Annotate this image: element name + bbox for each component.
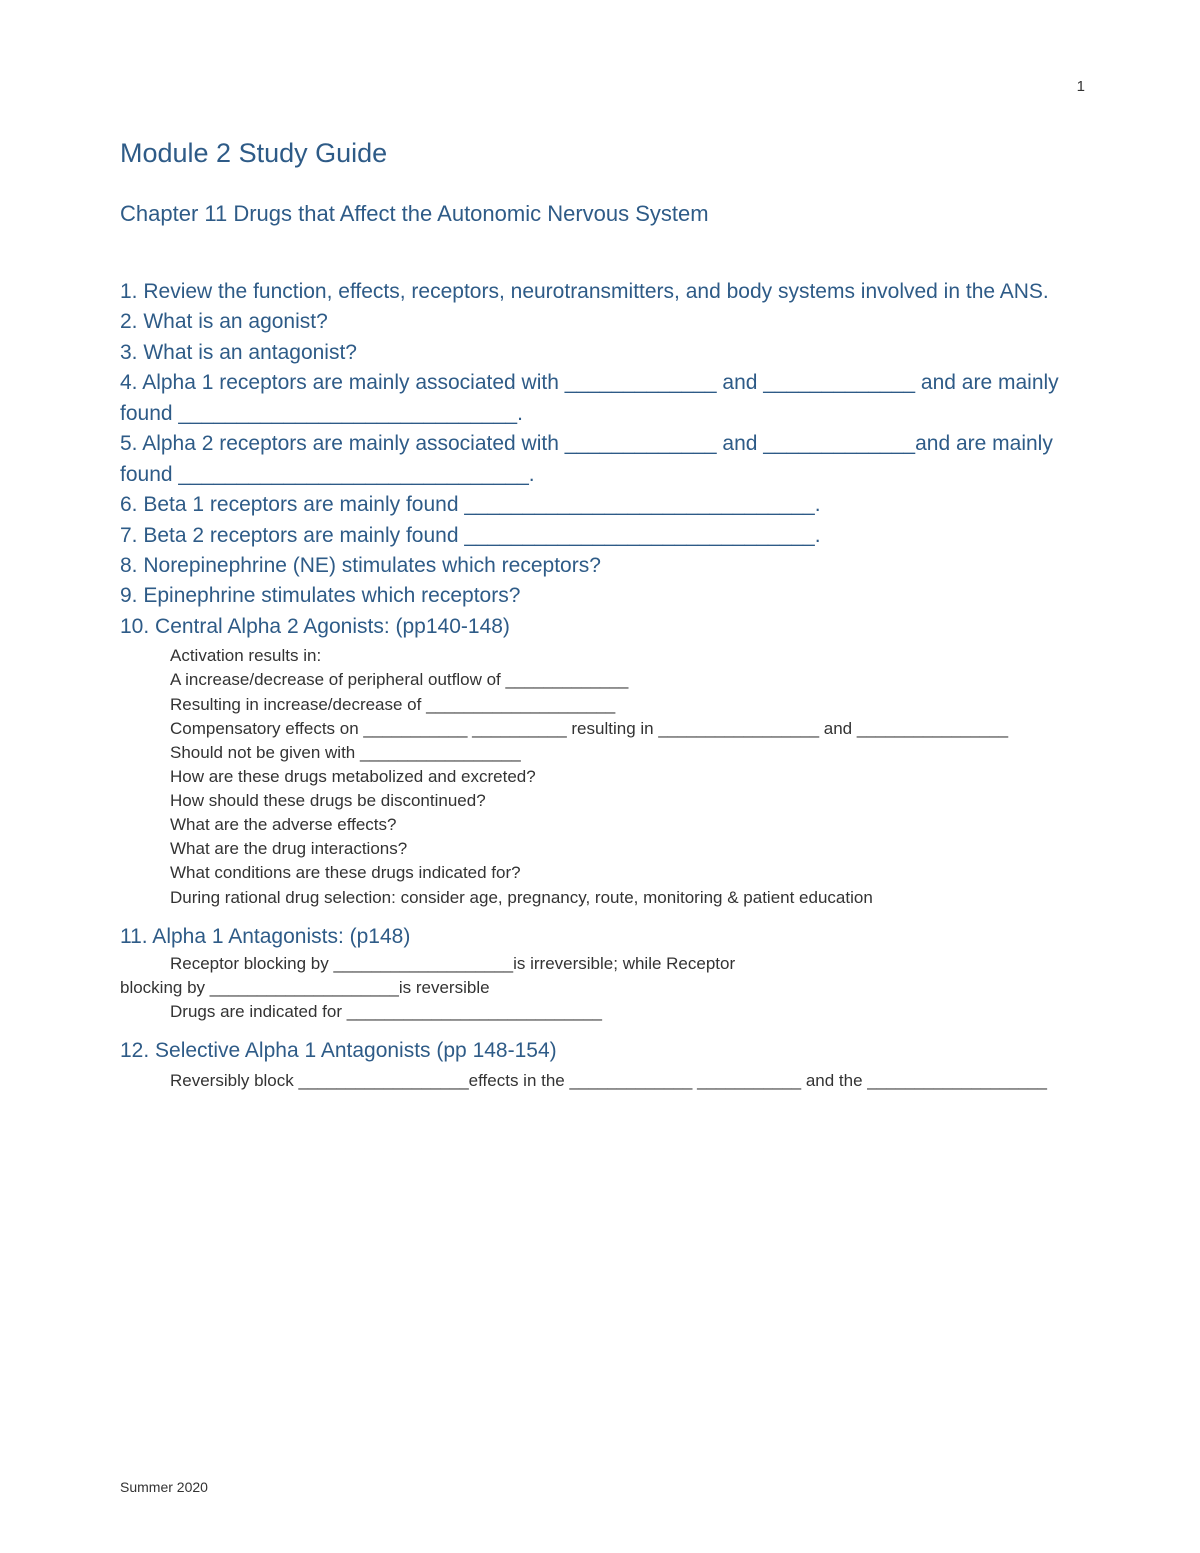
list-item: 5. Alpha 2 receptors are mainly associat…: [120, 429, 1090, 490]
page-number: 1: [1077, 78, 1085, 95]
sub-item: blocking by ____________________is rever…: [120, 976, 1090, 1000]
sub-item: Should not be given with _______________…: [170, 741, 1090, 765]
sub-item: How are these drugs metabolized and excr…: [170, 765, 1090, 789]
list-item: 6. Beta 1 receptors are mainly found ___…: [120, 490, 1090, 520]
sub-item: Compensatory effects on ___________ ____…: [170, 717, 1090, 741]
sub-item: What are the drug interactions?: [170, 837, 1090, 861]
list-item: 12. Selective Alpha 1 Antagonists (pp 14…: [120, 1036, 1090, 1066]
list-item: 7. Beta 2 receptors are mainly found ___…: [120, 521, 1090, 551]
sub-item: Receptor blocking by ___________________…: [170, 952, 1090, 976]
sub-list: Activation results in: A increase/decrea…: [170, 644, 1090, 909]
list-item: 3. What is an antagonist?: [120, 338, 1090, 368]
sub-item: What conditions are these drugs indicate…: [170, 861, 1090, 885]
list-item: 8. Norepinephrine (NE) stimulates which …: [120, 551, 1090, 581]
list-item: 1. Review the function, effects, recepto…: [120, 277, 1090, 307]
chapter-heading: Chapter 11 Drugs that Affect the Autonom…: [120, 201, 1090, 227]
list-item: 2. What is an agonist?: [120, 307, 1090, 337]
sub-list: Receptor blocking by ___________________…: [120, 952, 1090, 1024]
list-item: 11. Alpha 1 Antagonists: (p148): [120, 922, 1090, 952]
document-page: 1 Module 2 Study Guide Chapter 11 Drugs …: [0, 0, 1200, 1153]
footer-text: Summer 2020: [120, 1479, 208, 1495]
list-item: 9. Epinephrine stimulates which receptor…: [120, 581, 1090, 611]
page-title: Module 2 Study Guide: [120, 138, 1090, 169]
sub-item: A increase/decrease of peripheral outflo…: [170, 668, 1090, 692]
list-item: 10. Central Alpha 2 Agonists: (pp140-148…: [120, 612, 1090, 642]
sub-item: Drugs are indicated for ________________…: [170, 1000, 1090, 1024]
sub-list: Reversibly block __________________effec…: [170, 1069, 1090, 1093]
list-item: 4. Alpha 1 receptors are mainly associat…: [120, 368, 1090, 429]
sub-item: During rational drug selection: consider…: [170, 886, 1090, 910]
sub-item: What are the adverse effects?: [170, 813, 1090, 837]
sub-item: Resulting in increase/decrease of ______…: [170, 693, 1090, 717]
sub-item: How should these drugs be discontinued?: [170, 789, 1090, 813]
sub-item: Reversibly block __________________effec…: [170, 1069, 1090, 1093]
sub-item: Activation results in:: [170, 644, 1090, 668]
